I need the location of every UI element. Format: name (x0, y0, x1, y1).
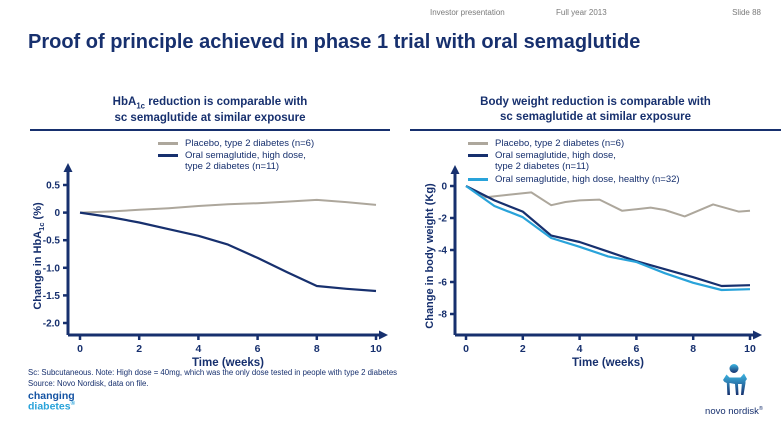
hba1c-chart-title: HbA1c reduction is comparable with sc sem… (112, 96, 308, 125)
header-period: Full year 2013 (556, 8, 607, 17)
legend-swatch (468, 154, 488, 158)
slide-title: Proof of principle achieved in phase 1 t… (28, 31, 641, 53)
x-tick-label: 10 (744, 343, 756, 355)
legend-swatch (468, 142, 488, 145)
bodyweight-chart-panel: Body weight reduction is comparable with… (410, 95, 781, 375)
series-line (465, 185, 751, 292)
series-line (79, 211, 377, 293)
title-underline (410, 129, 781, 131)
y-axis-arrow (63, 163, 73, 172)
y-tick-label: -2 (438, 214, 447, 225)
footnote: Sc: Subcutaneous. Note: High dose = 40mg… (28, 368, 397, 389)
changing-diabetes-logo-line1: changing (28, 390, 75, 402)
y-axis-arrow (450, 165, 460, 174)
x-tick-label: 2 (520, 343, 526, 355)
novo-nordisk-logo: novo nordisk® (688, 362, 780, 417)
legend-item: Oral semaglutide, high dose, type 2 diabe… (468, 150, 680, 172)
legend-item: Oral semaglutide, high dose, type 2 diabe… (158, 150, 314, 172)
x-tick-label: 0 (463, 343, 469, 355)
legend-swatch (158, 142, 178, 145)
x-tick-label: 6 (255, 343, 261, 355)
footnote-source: Source: Novo Nordisk, data on file. (28, 378, 149, 388)
y-tick-label: 0.5 (46, 181, 60, 192)
x-axis-arrow (379, 330, 388, 340)
hba1c-chart-panel: HbA1c reduction is comparable with sc sem… (30, 95, 390, 375)
x-tick-label: 8 (690, 343, 696, 355)
legend-label: Oral semaglutide, high dose, type 2 diabe… (495, 150, 616, 173)
legend-label: Placebo, type 2 diabetes (n=6) (495, 138, 625, 149)
legend-item: Oral semaglutide, high dose, healthy (n=… (468, 174, 680, 185)
hba1c-line-chart: 0.5 0 -0.5 -1.0 -1.5 -2.0 0 2 4 6 8 10 Time (weeks) (43, 163, 388, 369)
x-tick-label: 4 (195, 343, 201, 355)
x-tick-label: 4 (577, 343, 583, 355)
y-tick-label: -0.5 (43, 236, 61, 247)
x-tick-label: 6 (633, 343, 639, 355)
novo-nordisk-wordmark: novo nordisk® (705, 406, 763, 418)
header-presentation-name: Investor presentation (430, 8, 505, 17)
legend-swatch (468, 177, 488, 181)
x-axis-label: Time (weeks) (572, 357, 644, 369)
x-axis-label: Time (weeks) (192, 357, 264, 369)
series-line (79, 198, 377, 214)
bodyweight-chart-legend: Placebo, type 2 diabetes (n=6) Oral semag… (468, 138, 680, 186)
apis-bull-icon (723, 364, 747, 395)
y-tick-label: -2.0 (43, 319, 61, 330)
y-tick-label: -1.0 (43, 263, 61, 274)
x-tick-label: 2 (136, 343, 142, 355)
title-underline (30, 129, 390, 131)
header-slide-number: Slide 88 (732, 8, 761, 17)
legend-item: Placebo, type 2 diabetes (n=6) (158, 138, 314, 149)
x-axis-arrow (753, 330, 762, 340)
legend-label: Oral semaglutide, high dose, type 2 diabe… (185, 150, 306, 173)
y-tick-label: -1.5 (43, 291, 61, 302)
x-tick-label: 10 (370, 343, 382, 355)
bodyweight-line-chart: 0 -2 -4 -6 -8 0 2 4 6 8 10 Time (weeks) (438, 165, 762, 369)
y-tick-label: -8 (438, 310, 447, 321)
series-line (465, 185, 751, 288)
legend-swatch (158, 154, 178, 158)
footnote-note: Sc: Subcutaneous. Note: High dose = 40mg… (28, 368, 398, 377)
changing-diabetes-logo-line2: diabetes® (28, 400, 76, 413)
bodyweight-chart-title: Body weight reduction is comparable with… (480, 96, 711, 123)
legend-item: Placebo, type 2 diabetes (n=6) (468, 138, 680, 149)
legend-label: Oral semaglutide, high dose, healthy (n=… (495, 173, 680, 185)
series-line (465, 185, 751, 218)
y-tick-label: 0 (54, 208, 60, 219)
x-tick-label: 8 (314, 343, 320, 355)
hba1c-chart-legend: Placebo, type 2 diabetes (n=6) Oral semag… (158, 138, 314, 174)
y-tick-label: 0 (441, 182, 447, 193)
legend-label: Placebo, type 2 diabetes (n=6) (185, 138, 315, 149)
y-tick-label: -6 (438, 278, 447, 289)
y-tick-label: -4 (438, 246, 447, 257)
x-tick-label: 0 (77, 343, 83, 355)
changing-diabetes-logo: changing diabetes® (28, 390, 76, 413)
